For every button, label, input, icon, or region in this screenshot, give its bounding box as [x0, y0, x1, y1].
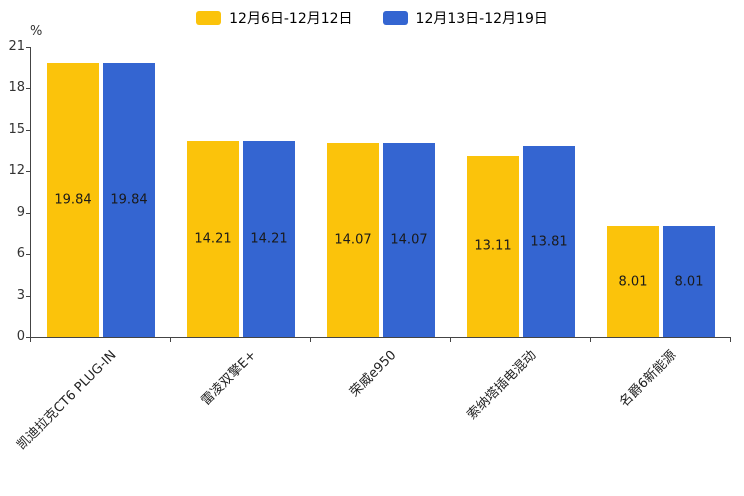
y-tick-label: 6: [16, 246, 25, 262]
bar-value-label: 19.84: [110, 192, 148, 208]
x-tick-mark: [590, 338, 591, 342]
legend-item-week1[interactable]: 12月6日-12月12日: [196, 8, 353, 28]
y-tick-mark: [26, 129, 30, 131]
y-tick-mark: [26, 295, 30, 297]
y-tick-mark: [26, 171, 30, 173]
bar: 14.07: [327, 142, 379, 337]
bar: 19.84: [47, 63, 99, 337]
legend-swatch-blue-icon: [382, 11, 408, 25]
legend-item-week2[interactable]: 12月13日-12月19日: [382, 8, 548, 28]
x-tick-mark: [730, 338, 731, 342]
bar: 13.81: [523, 146, 575, 337]
x-tick-mark: [450, 338, 451, 342]
y-tick-mark: [26, 47, 30, 48]
y-tick-label: 18: [8, 80, 25, 96]
bar-value-label: 14.07: [390, 232, 428, 248]
legend-label-week2: 12月13日-12月19日: [415, 11, 548, 27]
bar: 8.01: [663, 226, 715, 337]
y-tick-mark: [26, 88, 30, 90]
y-tick-label: 9: [16, 204, 25, 220]
bar-value-label: 8.01: [618, 274, 648, 290]
x-tick-mark: [310, 338, 311, 342]
y-tick-label: 3: [16, 287, 25, 303]
bar-value-label: 8.01: [674, 274, 704, 290]
bar-value-label: 14.07: [334, 232, 372, 248]
x-axis-label: 荣威e950: [347, 347, 400, 401]
legend-swatch-yellow-icon: [196, 11, 222, 25]
y-tick-label: 21: [8, 39, 25, 54]
bar: 19.84: [103, 63, 155, 337]
x-tick-mark: [30, 338, 31, 342]
bar-value-label: 13.81: [530, 234, 568, 250]
y-axis-unit: %: [30, 24, 43, 39]
bar: 14.21: [243, 140, 295, 337]
x-tick-mark: [170, 338, 171, 342]
y-tick-mark: [26, 212, 30, 214]
bar-value-label: 19.84: [54, 192, 92, 208]
bar: 13.11: [467, 155, 519, 337]
y-tick-mark: [26, 254, 30, 256]
x-axis-label: 索纳塔插电混动: [464, 347, 540, 423]
y-tick-label: 0: [16, 329, 25, 344]
bar-value-label: 14.21: [250, 231, 288, 247]
x-axis-label: 雷凌双擎E+: [198, 347, 260, 409]
bar: 14.07: [383, 142, 435, 337]
bar: 8.01: [607, 226, 659, 337]
legend-label-week1: 12月6日-12月12日: [229, 11, 353, 27]
bar-value-label: 14.21: [194, 231, 232, 247]
bar-value-label: 13.11: [474, 238, 512, 254]
plot-area: 19.84 19.84 14.21 14.21 14.07 14.07 13.11 13.81…: [30, 47, 731, 338]
y-tick-mark: [26, 337, 30, 338]
y-tick-label: 15: [8, 121, 25, 137]
x-axis-label: 名爵6新能源: [617, 347, 680, 411]
x-axis-label: 凯迪拉克CT6 PLUG-IN: [14, 347, 120, 453]
y-tick-label: 12: [8, 163, 25, 179]
bar: 14.21: [187, 140, 239, 337]
legend: 12月6日-12月12日 12月13日-12月19日: [0, 8, 744, 28]
